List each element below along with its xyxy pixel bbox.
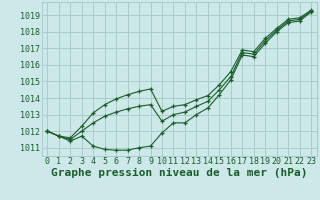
X-axis label: Graphe pression niveau de la mer (hPa): Graphe pression niveau de la mer (hPa) bbox=[51, 168, 308, 178]
